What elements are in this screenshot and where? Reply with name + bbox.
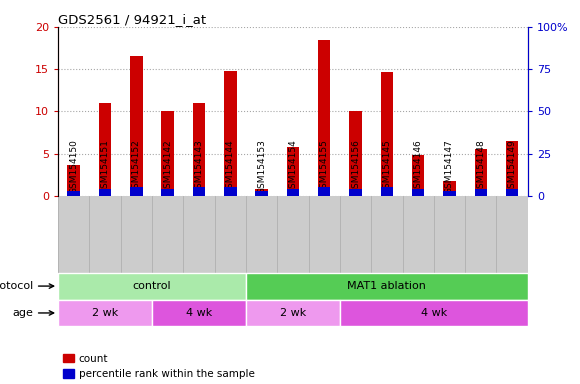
Bar xyxy=(443,180,456,196)
Bar xyxy=(58,273,246,300)
Bar xyxy=(349,189,362,196)
Bar xyxy=(246,273,528,300)
Text: control: control xyxy=(133,281,171,291)
Bar xyxy=(380,73,393,196)
Bar xyxy=(349,111,362,196)
Bar xyxy=(161,189,174,196)
Bar xyxy=(99,103,111,196)
Text: 2 wk: 2 wk xyxy=(280,308,306,318)
Bar xyxy=(318,40,331,196)
Text: 4 wk: 4 wk xyxy=(420,308,447,318)
Legend: count, percentile rank within the sample: count, percentile rank within the sample xyxy=(63,354,255,379)
Text: 4 wk: 4 wk xyxy=(186,308,212,318)
Bar xyxy=(67,166,80,196)
Bar xyxy=(380,187,393,196)
Bar xyxy=(412,189,425,196)
Bar xyxy=(340,300,528,326)
Bar xyxy=(130,56,143,196)
Bar xyxy=(193,103,205,196)
Bar xyxy=(412,155,425,196)
Bar xyxy=(67,191,80,196)
Bar xyxy=(161,111,174,196)
Bar xyxy=(152,300,246,326)
Bar xyxy=(224,71,237,196)
Bar xyxy=(130,187,143,196)
Bar xyxy=(287,189,299,196)
Bar xyxy=(443,191,456,196)
Bar xyxy=(287,147,299,196)
Bar xyxy=(58,300,152,326)
Bar xyxy=(474,189,487,196)
Text: MAT1 ablation: MAT1 ablation xyxy=(347,281,426,291)
Bar xyxy=(246,300,340,326)
Text: age: age xyxy=(12,308,54,318)
Bar xyxy=(99,189,111,196)
Bar xyxy=(224,187,237,196)
Bar xyxy=(318,187,331,196)
Text: protocol: protocol xyxy=(0,281,54,291)
Bar xyxy=(506,189,519,196)
Bar xyxy=(255,189,268,196)
Text: GDS2561 / 94921_i_at: GDS2561 / 94921_i_at xyxy=(58,13,206,26)
Text: 2 wk: 2 wk xyxy=(92,308,118,318)
Bar xyxy=(474,149,487,196)
Bar xyxy=(506,141,519,196)
Bar xyxy=(193,187,205,196)
Bar xyxy=(255,191,268,196)
